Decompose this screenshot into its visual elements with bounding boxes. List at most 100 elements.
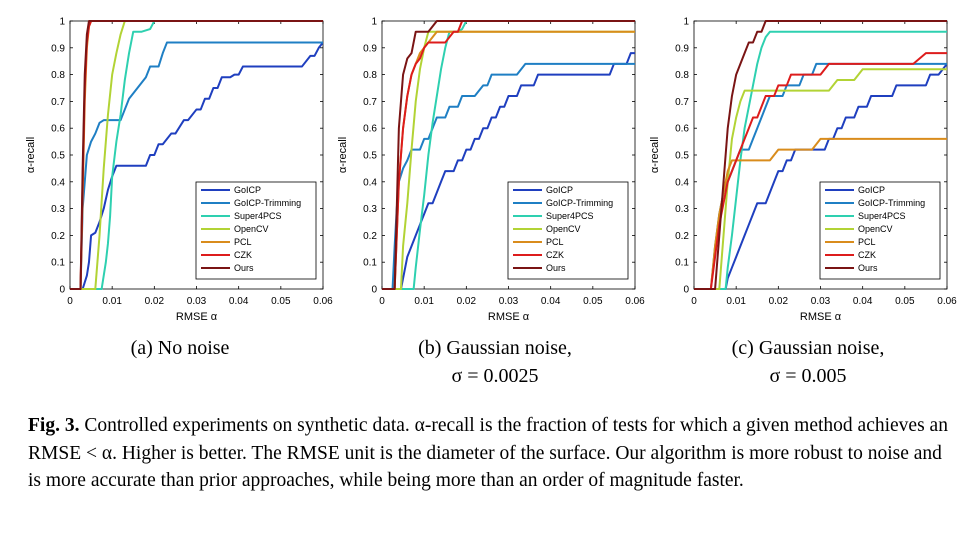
caption-label: Fig. 3. (28, 415, 80, 436)
series-line-goicp-trimming (70, 41, 323, 290)
legend-entry: OpenCV (234, 224, 269, 234)
y-tick-label: 0.8 (363, 70, 377, 81)
x-tick-label: 0.05 (583, 296, 603, 307)
x-tick-label: 0.03 (811, 296, 831, 307)
y-tick-label: 0 (59, 285, 65, 296)
x-tick-label: 0.05 (895, 296, 915, 307)
legend-entry: PCL (234, 237, 252, 247)
x-tick-label: 0.01 (414, 296, 434, 307)
figure-caption: Fig. 3. Controlled experiments on synthe… (28, 412, 953, 495)
y-tick-label: 0.2 (51, 231, 65, 242)
legend-entry: Ours (546, 263, 566, 273)
y-tick-label: 0.6 (675, 124, 689, 135)
legend-entry: GoICP (858, 185, 885, 195)
x-tick-label: 0.04 (853, 296, 873, 307)
y-tick-label: 0.3 (675, 204, 689, 215)
y-tick-label: 0.6 (363, 124, 377, 135)
y-axis-label: α-recall (649, 137, 661, 173)
series-line-super4pcs (70, 20, 323, 290)
y-tick-label: 0.3 (363, 204, 377, 215)
y-tick-label: 1 (59, 17, 65, 28)
series-line-czk (694, 52, 947, 290)
y-tick-label: 0.5 (363, 151, 377, 162)
legend-entry: GoICP-Trimming (858, 198, 925, 208)
y-axis-label: α-recall (337, 137, 349, 173)
series-line-ours (382, 20, 635, 290)
legend-entry: Ours (858, 263, 878, 273)
subcaption-b: (b) Gaussian noise, σ = 0.0025 (375, 334, 615, 390)
y-tick-label: 0 (683, 285, 689, 296)
y-tick-label: 0.4 (51, 177, 65, 188)
x-axis-label: RMSE α (176, 311, 218, 323)
y-tick-label: 0.2 (363, 231, 377, 242)
legend: GoICP GoICP-Trimming Super4PCS OpenCV PCL CZK… (819, 181, 941, 280)
series-line-opencv (70, 20, 323, 290)
subcaption-c-line1: (c) Gaussian noise, (731, 337, 885, 359)
series-line-goicp (382, 52, 635, 290)
caption-text: Controlled experiments on synthetic data… (28, 415, 948, 491)
legend-box (819, 181, 941, 280)
y-tick-label: 0.8 (675, 70, 689, 81)
series-group (382, 20, 635, 290)
x-tick-label: 0.03 (187, 296, 207, 307)
chart-panel-c: 0 0.1 0.2 0.3 0.4 0.5 0.6 0.7 0.8 0.9 1 0 0.01 0.02 0.… (649, 17, 957, 324)
y-tick-label: 0.1 (363, 258, 377, 269)
y-tick-label: 0.3 (51, 204, 65, 215)
subcaption-c: (c) Gaussian noise, σ = 0.005 (688, 334, 928, 390)
subcaption-c-line2: σ = 0.005 (769, 365, 847, 387)
legend: GoICP GoICP-Trimming Super4PCS OpenCV PCL CZK… (195, 181, 317, 280)
legend-box (507, 181, 629, 280)
y-tick-label: 0.9 (51, 43, 65, 54)
y-tick-label: 0.2 (675, 231, 689, 242)
legend-entry: OpenCV (546, 224, 581, 234)
legend-entry: CZK (858, 250, 876, 260)
x-tick-label: 0.06 (313, 296, 333, 307)
y-tick-label: 0.9 (675, 43, 689, 54)
y-tick-label: 0.4 (363, 177, 377, 188)
x-tick-label: 0.02 (457, 296, 477, 307)
x-tick-label: 0.04 (229, 296, 249, 307)
subcaption-a: (a) No noise (60, 334, 300, 362)
x-tick-label: 0 (691, 296, 697, 307)
y-tick-label: 0.1 (675, 258, 689, 269)
y-tick-label: 0.1 (51, 258, 65, 269)
subcaption-a-line1: (a) No noise (130, 337, 230, 359)
legend-entry: GoICP-Trimming (546, 198, 613, 208)
series-line-pcl (694, 137, 947, 290)
y-tick-label: 0.4 (675, 177, 689, 188)
x-tick-label: 0.03 (499, 296, 519, 307)
x-tick-label: 0.02 (769, 296, 789, 307)
y-tick-label: 0.6 (51, 124, 65, 135)
series-line-czk (382, 20, 635, 290)
legend: GoICP GoICP-Trimming Super4PCS OpenCV PCL CZK… (507, 181, 629, 280)
legend-entry: OpenCV (858, 224, 893, 234)
y-axis-label: α-recall (25, 137, 37, 173)
legend-entry: GoICP-Trimming (234, 198, 301, 208)
legend-entry: GoICP (546, 185, 573, 195)
legend-entry: GoICP (234, 185, 261, 195)
legend-entry: Ours (234, 263, 254, 273)
y-tick-label: 0.9 (363, 43, 377, 54)
series-group (70, 20, 323, 290)
y-tick-label: 0 (371, 285, 377, 296)
series-line-super4pcs (694, 30, 947, 290)
x-tick-label: 0.05 (271, 296, 291, 307)
legend-entry: CZK (234, 250, 252, 260)
series-line-ours (70, 20, 323, 290)
y-tick-label: 0.7 (363, 97, 377, 108)
y-tick-label: 1 (371, 17, 377, 28)
legend-entry: Super4PCS (546, 211, 594, 221)
x-tick-label: 0.06 (625, 296, 645, 307)
y-tick-label: 0.5 (51, 151, 65, 162)
y-tick-label: 0.7 (51, 97, 65, 108)
x-axis-label: RMSE α (488, 311, 530, 323)
x-tick-label: 0.02 (145, 296, 165, 307)
x-tick-label: 0 (67, 296, 73, 307)
series-line-goicp (694, 63, 947, 290)
x-tick-label: 0 (379, 296, 385, 307)
y-tick-label: 0.7 (675, 97, 689, 108)
legend-entry: Super4PCS (858, 211, 906, 221)
chart-panel-b: 0 0.1 0.2 0.3 0.4 0.5 0.6 0.7 0.8 0.9 1 0 0.01 0.02 0.… (337, 17, 645, 324)
series-group (694, 20, 947, 290)
